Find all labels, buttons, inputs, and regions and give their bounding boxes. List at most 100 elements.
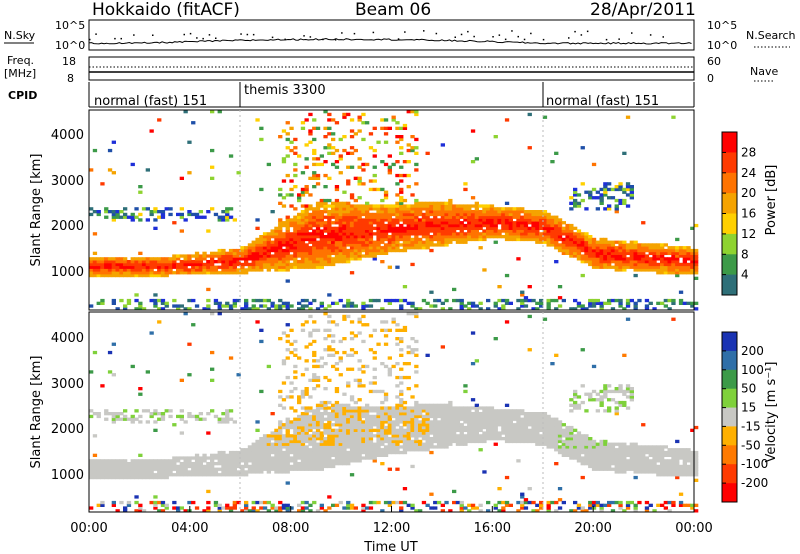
power-cell (266, 298, 271, 303)
velocity-cell (315, 420, 321, 424)
power-cell (244, 298, 249, 303)
power-cell (251, 268, 256, 272)
power-cell (368, 298, 374, 303)
power-cell (694, 223, 699, 228)
power-cell (478, 212, 483, 217)
velocity-cell (486, 437, 491, 441)
power-cell (414, 210, 419, 214)
power-cell (633, 257, 638, 261)
velocity-cell (157, 500, 162, 505)
power-cell (300, 193, 306, 197)
velocity-cell (429, 420, 434, 424)
velocity-cell (327, 417, 332, 421)
power-cell (395, 221, 400, 225)
power-cell (686, 265, 691, 269)
power-cell (202, 268, 207, 272)
velocity-cell (357, 437, 362, 441)
velocity-cell (436, 403, 442, 407)
velocity-cell (414, 364, 419, 369)
power-cell (240, 254, 245, 258)
power-cell (349, 229, 355, 233)
power-cell (531, 237, 536, 242)
power-cell (629, 243, 634, 247)
power-cell (304, 246, 309, 250)
velocity-cell (262, 450, 268, 455)
power-cell (504, 207, 510, 211)
velocity-cell (255, 456, 260, 460)
power-cell (145, 168, 150, 172)
velocity-cell (278, 442, 283, 446)
velocity-cell (527, 423, 532, 427)
power-cell (573, 298, 578, 303)
power-cell (89, 212, 94, 217)
power-cell (648, 246, 653, 250)
velocity-cell (126, 500, 132, 505)
power-cell (289, 304, 294, 308)
velocity-cell (387, 431, 392, 435)
power-cell (493, 221, 498, 225)
velocity-cell (414, 431, 419, 435)
velocity-cell (183, 456, 188, 460)
velocity-cell (342, 314, 347, 319)
velocity-cell (459, 423, 464, 427)
power-cell (569, 196, 574, 200)
velocity-cell (149, 470, 154, 474)
velocity-cell (338, 445, 343, 449)
power-cell (357, 207, 362, 211)
velocity-cell (508, 423, 513, 427)
power-cell (402, 237, 408, 242)
power-cell (198, 260, 203, 264)
velocity-cell (361, 503, 366, 507)
power-cell (486, 204, 491, 208)
velocity-cell (353, 417, 358, 421)
power-cell (176, 268, 181, 272)
velocity-cell (111, 414, 116, 419)
power-cell (187, 307, 192, 311)
velocity-cell (119, 500, 124, 505)
velocity-cell (493, 503, 498, 507)
power-cell (644, 243, 650, 247)
velocity-cell (576, 434, 582, 438)
velocity-cell (278, 420, 283, 424)
power-cell (576, 229, 582, 233)
power-cell (675, 268, 680, 272)
velocity-cell (470, 412, 476, 416)
power-cell (383, 193, 389, 197)
velocity-cell (539, 425, 544, 430)
power-cell (217, 218, 222, 222)
velocity-cell (440, 434, 445, 438)
power-cell (278, 268, 283, 272)
power-cell (202, 254, 207, 258)
velocity-cell (395, 409, 400, 413)
velocity-cell (399, 417, 404, 421)
velocity-cell (433, 439, 438, 444)
velocity-cell (504, 414, 510, 419)
velocity-cell (418, 425, 423, 430)
velocity-cell (281, 467, 287, 471)
power-cell (569, 251, 574, 255)
power-cell (414, 137, 419, 142)
velocity-cell (319, 456, 324, 460)
velocity-cell (520, 437, 525, 441)
velocity-cell (315, 445, 321, 449)
power-colorbar-swatch (722, 193, 737, 214)
power-cell (595, 298, 600, 303)
power-cell (470, 129, 476, 133)
power-cell (262, 232, 268, 236)
power-cell (255, 240, 260, 244)
velocity-cell (323, 409, 328, 413)
velocity-cell (463, 384, 468, 388)
power-cell (327, 243, 332, 247)
power-cell (406, 301, 411, 305)
velocity-cell (331, 417, 336, 421)
velocity-cell (372, 381, 377, 385)
velocity-cell (478, 434, 483, 438)
power-cell (349, 254, 355, 258)
power-cell (682, 248, 687, 253)
velocity-cell (474, 506, 479, 510)
velocity-cell (486, 423, 491, 427)
power-cell (126, 271, 132, 275)
velocity-cell (372, 500, 377, 505)
power-cell (285, 137, 290, 142)
velocity-cell (100, 462, 105, 466)
